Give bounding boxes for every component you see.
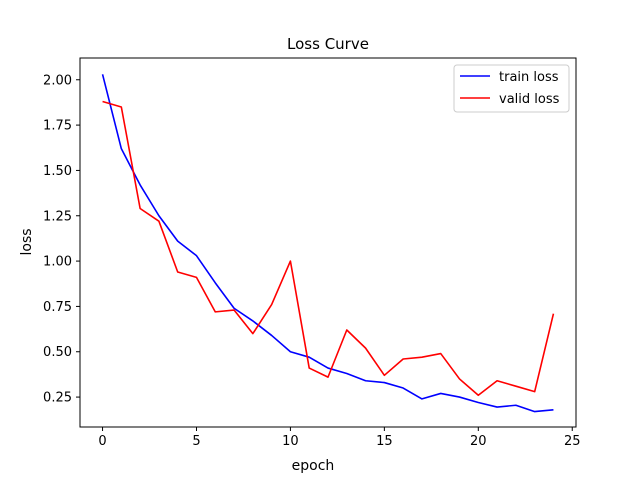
x-tick-label: 5 bbox=[192, 434, 200, 449]
y-tick-label: 1.00 bbox=[43, 255, 72, 270]
y-tick-label: 1.50 bbox=[43, 164, 72, 179]
y-tick-label: 0.25 bbox=[43, 391, 72, 406]
y-tick-label: 1.25 bbox=[43, 209, 72, 224]
x-axis: 0 5 10 15 20 25 bbox=[98, 427, 581, 449]
x-axis-label: epoch bbox=[292, 458, 335, 474]
y-axis-label: loss bbox=[19, 228, 35, 255]
series-line-train-loss bbox=[101, 74, 554, 413]
x-tick-label: 25 bbox=[564, 434, 581, 449]
x-tick-label: 10 bbox=[282, 434, 299, 449]
plot-frame bbox=[79, 57, 577, 428]
y-axis: 0.25 0.50 0.75 1.00 1.25 1.50 1.75 2.00 bbox=[43, 73, 80, 406]
y-tick-label: 0.50 bbox=[43, 345, 72, 360]
legend-label-valid-loss: valid loss bbox=[499, 92, 560, 107]
chart-title: Loss Curve bbox=[287, 35, 369, 53]
x-tick-label: 20 bbox=[470, 434, 487, 449]
y-tick-label: 0.75 bbox=[43, 300, 72, 315]
y-tick-label: 2.00 bbox=[43, 73, 72, 88]
x-tick-label: 0 bbox=[98, 434, 106, 449]
x-tick-label: 15 bbox=[376, 434, 393, 449]
plot-area bbox=[101, 74, 555, 413]
legend-label-train-loss: train loss bbox=[499, 70, 559, 85]
series-line-valid-loss bbox=[102, 100, 555, 397]
y-tick-label: 1.75 bbox=[43, 119, 72, 134]
legend: train loss valid loss bbox=[453, 64, 570, 113]
